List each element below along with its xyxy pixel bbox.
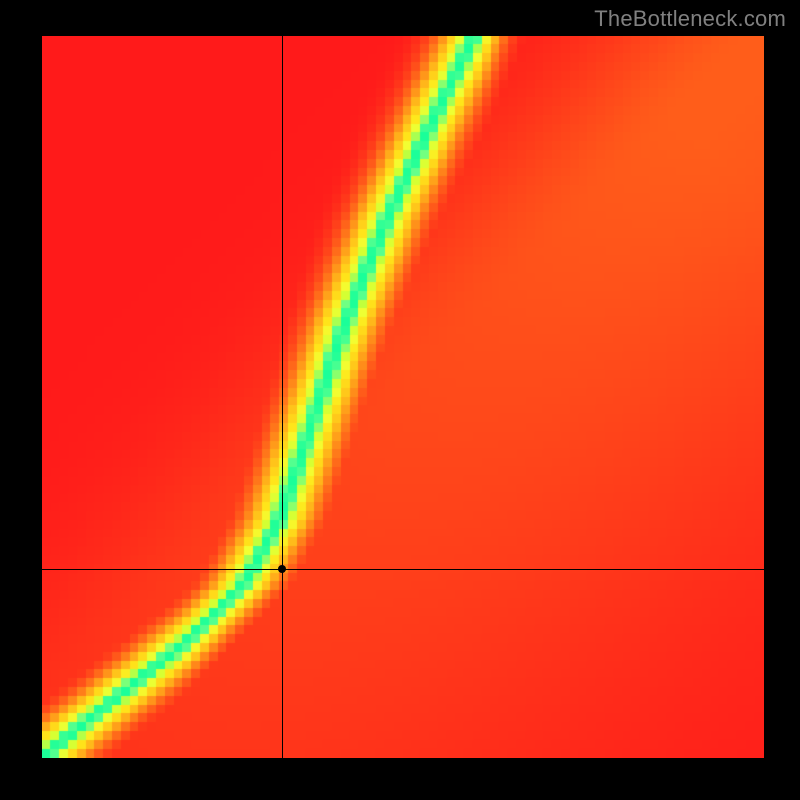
watermark-text: TheBottleneck.com: [594, 6, 786, 32]
heatmap-plot: [42, 36, 764, 758]
crosshair-marker: [278, 565, 286, 573]
crosshair-horizontal: [42, 569, 764, 570]
crosshair-vertical: [282, 36, 283, 758]
heatmap-canvas: [42, 36, 764, 758]
